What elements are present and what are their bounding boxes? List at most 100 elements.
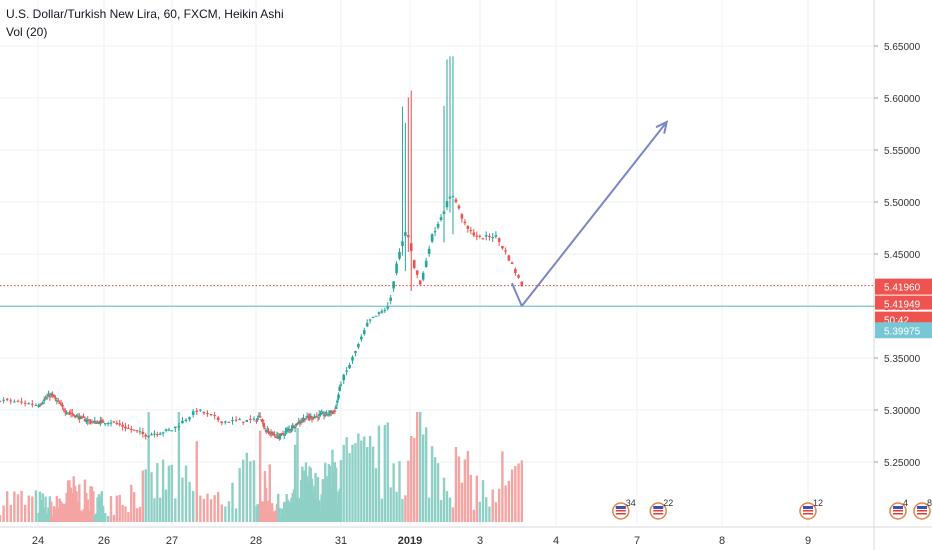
volume-bar bbox=[333, 462, 337, 522]
candle-body bbox=[282, 434, 286, 436]
candle-body bbox=[520, 281, 524, 287]
volume-bar bbox=[321, 479, 325, 522]
volume-bar bbox=[357, 433, 360, 522]
volume-bar bbox=[141, 470, 145, 522]
volume-bar bbox=[147, 412, 150, 522]
volume-bar bbox=[328, 465, 332, 522]
volume-bar bbox=[286, 499, 290, 522]
candle-body bbox=[454, 199, 458, 203]
volume-bar bbox=[295, 497, 298, 522]
volume-bar bbox=[257, 504, 261, 522]
candle-body bbox=[96, 422, 99, 424]
candle-body bbox=[421, 272, 425, 280]
volume-bar bbox=[104, 513, 107, 522]
candle-body bbox=[395, 263, 398, 274]
volume-bar bbox=[48, 496, 52, 522]
candle-body bbox=[258, 416, 262, 418]
volume-bar bbox=[345, 437, 348, 522]
candle-body bbox=[45, 397, 49, 399]
volume-bar bbox=[40, 499, 43, 522]
candle-body bbox=[115, 422, 119, 424]
volume-bar bbox=[132, 492, 136, 522]
volume-bar bbox=[363, 436, 366, 522]
candle-body bbox=[181, 420, 184, 424]
volume-bar bbox=[37, 513, 40, 522]
candle-body bbox=[124, 426, 127, 429]
volume-bar bbox=[65, 492, 68, 522]
volume-bar bbox=[99, 496, 102, 522]
candle-body bbox=[138, 431, 142, 433]
volume-bar bbox=[366, 447, 369, 522]
volume-bar bbox=[478, 501, 481, 522]
candle-body bbox=[303, 419, 307, 421]
volume-bar bbox=[389, 487, 392, 522]
volume-bar bbox=[421, 434, 425, 522]
volume-bar bbox=[497, 488, 501, 522]
candle-body bbox=[401, 241, 404, 246]
volume-bar bbox=[231, 482, 234, 522]
volume-bar bbox=[322, 503, 326, 522]
volume-bar bbox=[315, 498, 318, 522]
candle-body bbox=[360, 336, 363, 340]
volume-bar bbox=[469, 474, 473, 522]
volume-bar bbox=[109, 496, 113, 522]
volume-bar bbox=[195, 441, 198, 522]
candle-body bbox=[275, 434, 279, 436]
candle-body bbox=[16, 400, 20, 402]
candle-body bbox=[66, 412, 70, 414]
volume-bar bbox=[51, 516, 54, 522]
volume-bar bbox=[255, 506, 258, 522]
volume-bar bbox=[326, 476, 329, 522]
flag-stripe bbox=[893, 510, 903, 512]
volume-bar bbox=[20, 490, 23, 522]
volume-bar bbox=[92, 491, 95, 522]
candle-body bbox=[100, 420, 104, 422]
volume-bar bbox=[327, 464, 331, 522]
volume-bar bbox=[54, 508, 57, 522]
candle-body bbox=[389, 297, 392, 301]
candle-body bbox=[501, 246, 504, 249]
volume-bar bbox=[436, 463, 440, 522]
candle-body bbox=[63, 411, 67, 413]
previous-close-badge bbox=[875, 295, 932, 310]
volume-bar bbox=[488, 506, 491, 522]
volume-bar bbox=[268, 464, 271, 522]
volume-bar bbox=[419, 412, 422, 522]
candle-body bbox=[351, 356, 354, 361]
price-tick-label: 5.55000 bbox=[884, 146, 921, 157]
candle-body bbox=[23, 402, 27, 404]
candle-body bbox=[94, 422, 98, 424]
candle-body bbox=[174, 426, 177, 429]
volume-bar bbox=[337, 491, 340, 522]
candle-body bbox=[302, 418, 305, 420]
candle-body bbox=[386, 305, 390, 309]
candle-body bbox=[315, 415, 319, 417]
candle-body bbox=[307, 416, 310, 418]
volume-bar bbox=[494, 502, 498, 522]
candle-body bbox=[404, 232, 407, 236]
volume-bar bbox=[267, 513, 270, 522]
candle-body bbox=[448, 196, 452, 199]
volume-bar bbox=[501, 451, 504, 522]
time-tick-label: 4 bbox=[553, 535, 559, 547]
candle-body bbox=[256, 418, 260, 420]
candle-body bbox=[290, 428, 293, 430]
volume-bar bbox=[413, 437, 416, 522]
candle-body bbox=[27, 403, 31, 405]
candle-body bbox=[308, 417, 311, 419]
candle-body bbox=[333, 410, 337, 412]
candle-body bbox=[270, 432, 274, 434]
volume-bar bbox=[2, 505, 5, 522]
flag-stripe bbox=[615, 510, 626, 512]
volume-bar bbox=[118, 494, 121, 522]
volume-bar bbox=[62, 503, 66, 522]
volume-bar bbox=[383, 424, 387, 522]
volume-bar bbox=[213, 495, 216, 522]
candle-body bbox=[319, 413, 322, 415]
candle-body bbox=[466, 225, 470, 229]
candle-body bbox=[380, 311, 384, 313]
volume-bar bbox=[319, 513, 322, 522]
volume-bar bbox=[90, 486, 94, 522]
volume-bar bbox=[272, 511, 275, 522]
